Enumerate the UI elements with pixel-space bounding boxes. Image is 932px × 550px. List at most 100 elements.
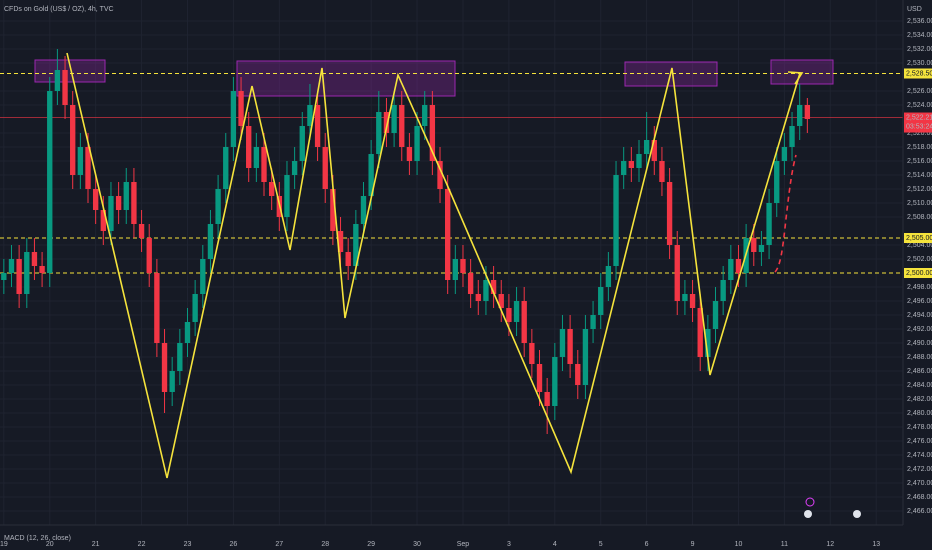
candle-body [613, 175, 619, 266]
candle-body [735, 259, 742, 273]
candle-body [559, 329, 566, 357]
candle-body [582, 329, 589, 385]
candle-body [62, 70, 68, 105]
candle-body [353, 224, 359, 266]
candle-body [100, 210, 106, 231]
zigzag [66, 52, 801, 479]
x-tick-label: 3 [507, 541, 511, 548]
candle-body [460, 259, 466, 273]
zone [34, 59, 106, 83]
y-tick-label: 2,530.00 [907, 60, 932, 67]
level-tag [904, 233, 932, 243]
candle-body [674, 245, 680, 301]
y-tick-label: 2,512.00 [907, 186, 932, 193]
x-tick-label: 23 [184, 541, 192, 548]
x-tick-label: 27 [275, 541, 283, 548]
candle-body [115, 196, 122, 210]
candle-body [24, 252, 30, 294]
candle-body [506, 308, 512, 322]
candle-body [253, 147, 260, 168]
candle-body [70, 105, 76, 175]
candle-body [605, 266, 612, 287]
chart-title: CFDs on Gold (US$ / OZ), 4h, TVC [4, 6, 114, 13]
candle-body [360, 196, 367, 224]
candle-body [238, 91, 244, 126]
y-tick-label: 2,508.00 [907, 214, 932, 221]
candle-body [322, 147, 328, 189]
y-tick-label: 2,478.00 [907, 424, 932, 431]
candle-body [452, 259, 459, 280]
candle-body [651, 140, 657, 161]
candle-body [437, 161, 443, 189]
candle-body [751, 238, 757, 252]
y-tick-label: 2,520.00 [907, 130, 932, 137]
candle-body [490, 280, 497, 294]
x-tick-label: 30 [413, 541, 421, 548]
level-label: 2,500.00 [906, 270, 932, 277]
x-tick-label: 28 [321, 541, 329, 548]
candle-body [92, 189, 99, 210]
candle-body [299, 126, 305, 161]
x-tick-label: 22 [138, 541, 146, 548]
event-icon[interactable] [805, 497, 815, 507]
y-tick-label: 2,488.00 [907, 354, 932, 361]
y-tick-label: 2,468.00 [907, 494, 932, 501]
axes: 2,466.00 2,468.00 2,470.00 2,472.00 2,474.00… [0, 18, 932, 548]
candle-body [628, 161, 635, 168]
x-tick-label: 19 [0, 541, 8, 548]
x-tick-label: Sep [457, 541, 470, 548]
grid [0, 0, 903, 525]
candle-body [720, 280, 726, 301]
y-tick-label: 2,484.00 [907, 382, 932, 389]
candle-body [307, 105, 313, 126]
candle-body [781, 147, 788, 161]
x-tick-label: 12 [826, 541, 834, 548]
candle-body [758, 245, 765, 252]
candle-body [1, 273, 7, 280]
candle-body [666, 182, 673, 245]
candle-body [261, 147, 267, 182]
candle-body [391, 105, 397, 133]
candle-body [85, 147, 91, 189]
candle-body [475, 294, 481, 301]
candle-body [177, 343, 183, 371]
y-tick-label: 2,480.00 [907, 410, 932, 417]
event-icon[interactable] [804, 510, 812, 518]
candle-body [54, 70, 61, 91]
x-tick-label: 4 [553, 541, 557, 548]
y-tick-label: 2,518.00 [907, 144, 932, 151]
candle-body [774, 161, 780, 203]
event-icon[interactable] [853, 510, 861, 518]
candle-body [529, 343, 535, 364]
candle-body [169, 371, 175, 392]
candle-body [797, 105, 803, 126]
x-tick-label: 10 [735, 541, 743, 548]
candle-body [513, 301, 520, 322]
y-tick-label: 2,466.00 [907, 508, 932, 515]
y-tick-label: 2,490.00 [907, 340, 932, 347]
candle-body [598, 287, 604, 315]
candle-body [697, 308, 703, 357]
countdown: 03:53:24 [906, 123, 932, 130]
candle-body [705, 329, 711, 357]
candle-body [636, 154, 642, 168]
candle-body [659, 161, 665, 182]
candle-body [399, 105, 405, 147]
y-tick-label: 2,526.00 [907, 88, 932, 95]
candle-body [268, 182, 275, 196]
zone [770, 59, 834, 85]
candle-body [146, 238, 152, 273]
candle-body [39, 266, 45, 273]
arrow-head [787, 71, 804, 85]
candle-body [621, 161, 627, 175]
y-tick-label: 2,502.00 [907, 256, 932, 263]
candle-body [207, 224, 214, 259]
candle-body [498, 294, 504, 308]
candle-body [108, 196, 114, 231]
candle-body [16, 259, 22, 294]
candle-body [154, 273, 160, 343]
candle-body [521, 301, 527, 343]
indicator-label: MACD (12, 26, close) [4, 535, 71, 542]
y-tick-label: 2,476.00 [907, 438, 932, 445]
